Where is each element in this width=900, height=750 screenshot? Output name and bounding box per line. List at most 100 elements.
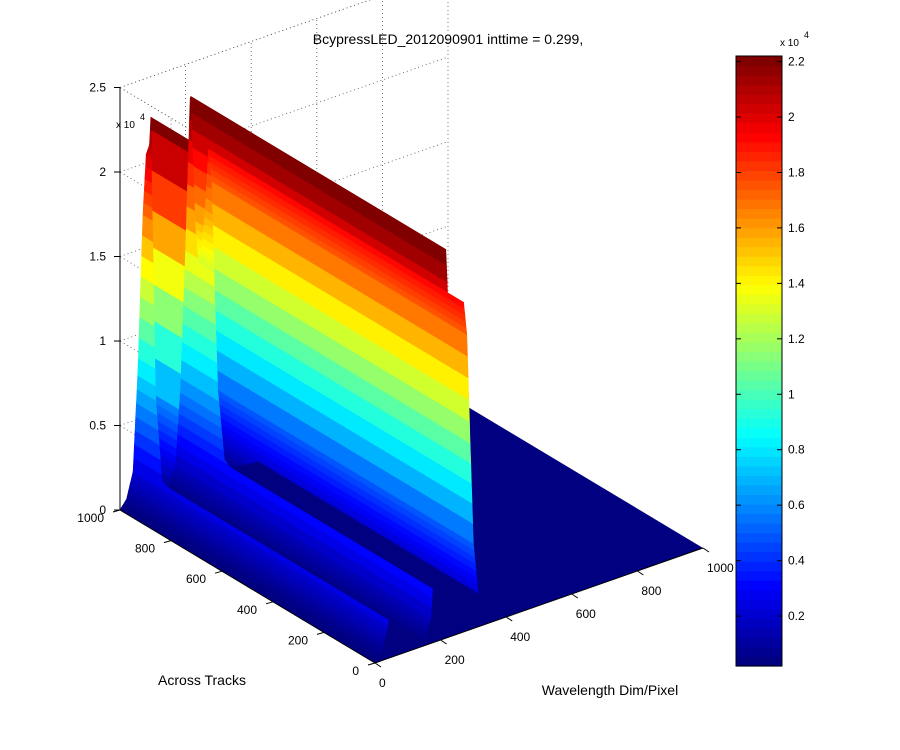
colorbar-segment — [736, 503, 782, 515]
colorbar-segment — [736, 294, 782, 305]
x-tick-label: 0 — [379, 676, 386, 690]
y-tick-mark — [367, 662, 376, 666]
colorbar-segment — [736, 237, 782, 248]
z-tick-label: 0 — [99, 503, 106, 517]
y-tick-label: 600 — [186, 572, 206, 586]
axes-front-lines — [119, 87, 704, 664]
colorbar-segment — [736, 656, 782, 667]
z-tick-label: 2.5 — [89, 81, 106, 95]
colorbar-segment — [736, 198, 782, 210]
z-exponent-base: x 10 — [116, 120, 135, 131]
colorbar-segment — [736, 427, 782, 438]
y-tick-mark — [316, 631, 325, 635]
colorbar-segment — [736, 608, 782, 619]
chart-title: BcypressLED_2012090901 inttime = 0.299, — [313, 31, 583, 47]
colorbar-segment — [736, 265, 782, 276]
colorbar-segment — [736, 75, 782, 86]
colorbar-segment — [736, 465, 782, 476]
colorbar-tick-label: 0.8 — [788, 443, 805, 457]
colorbar-segment — [736, 256, 782, 267]
colorbar-segment — [736, 408, 782, 419]
colorbar-segment — [736, 456, 782, 467]
colorbar-segment — [736, 589, 782, 600]
colorbar-segment — [736, 437, 782, 448]
colorbar-segment — [736, 246, 782, 257]
x-tick-label: 400 — [510, 630, 530, 644]
y-tick-label: 1000 — [77, 511, 104, 525]
colorbar-tick-label: 0.2 — [788, 609, 805, 623]
colorbar-segment — [736, 170, 782, 181]
colorbar-segment — [736, 484, 782, 496]
colorbar-segment — [736, 275, 782, 286]
axis-ticks: 020040060080010000200400600800100000.511… — [77, 81, 734, 691]
x-tick-label: 1000 — [707, 561, 734, 575]
colorbar-tick-label: 2 — [788, 110, 795, 124]
z-tick-label: 1 — [99, 334, 106, 348]
x-tick-mark — [702, 547, 710, 553]
colorbar-segment — [736, 637, 782, 648]
colorbar-segment — [736, 380, 782, 391]
colorbar-segment — [736, 208, 782, 219]
x-tick-label: 800 — [641, 584, 661, 598]
x-tick-mark — [505, 616, 513, 622]
colorbar-segment — [736, 361, 782, 372]
y-axis-label: Across Tracks — [158, 672, 246, 688]
colorbar-exponent-base: x 10 — [780, 38, 799, 49]
y-tick-mark — [163, 540, 172, 544]
colorbar-tick-label: 0.4 — [788, 554, 805, 568]
colorbar-segment — [736, 189, 782, 200]
colorbar-segment — [736, 122, 782, 133]
colorbar-segment — [736, 599, 782, 610]
colorbar-segment — [736, 351, 782, 362]
x-tick-mark — [571, 593, 579, 599]
colorbar-segment — [736, 227, 782, 238]
colorbar-segment — [736, 151, 782, 162]
colorbar-segment — [736, 580, 782, 591]
colorbar-segment — [736, 561, 782, 572]
x-tick-mark — [637, 570, 644, 576]
x-axis-label: Wavelength Dim/Pixel — [542, 682, 678, 698]
y-tick-mark — [265, 601, 274, 605]
colorbar-segment — [736, 446, 782, 457]
z-tick-label: 0.5 — [89, 419, 106, 433]
colorbar-tick-label: 0.6 — [788, 498, 805, 512]
colorbar-segment — [736, 284, 782, 295]
colorbar-segment — [736, 103, 782, 114]
y-tick-label: 200 — [288, 633, 308, 647]
x-tick-mark — [440, 639, 447, 645]
colorbar-segment — [736, 542, 782, 553]
colorbar-segment — [736, 551, 782, 562]
colorbar-segment — [736, 475, 782, 486]
colorbar-segment — [736, 84, 782, 95]
colorbar-segment — [736, 646, 782, 658]
surface-plot — [119, 95, 703, 664]
colorbar-segment — [736, 341, 782, 353]
colorbar-tick-label: 1.6 — [788, 221, 805, 235]
colorbar-segment — [736, 141, 782, 152]
colorbar-tick-label: 2.2 — [788, 55, 805, 69]
x-tick-label: 200 — [445, 653, 465, 667]
x-tick-mark — [374, 662, 382, 668]
colorbar-segment — [736, 513, 782, 524]
colorbar-segment — [736, 160, 782, 171]
colorbar-segment — [736, 627, 782, 639]
colorbar: 0.2 0.4 0.6 0.8 1 1.2 1.4 1.6 1.8 2 2.2 — [735, 55, 805, 667]
colorbar-segment — [736, 179, 782, 191]
colorbar-segment — [736, 418, 782, 429]
y-tick-label: 400 — [237, 603, 257, 617]
z-tick-label: 2 — [99, 165, 106, 179]
colorbar-tick-label: 1 — [788, 387, 795, 401]
colorbar-segment — [736, 113, 782, 124]
z-tick-label: 1.5 — [89, 250, 106, 264]
colorbar-segment — [736, 370, 782, 381]
y-tick-label: 800 — [135, 542, 155, 556]
colorbar-segment — [736, 218, 782, 229]
colorbar-segment — [736, 389, 782, 400]
y-tick-label: 0 — [352, 664, 359, 678]
y-axis-line — [119, 509, 376, 664]
colorbar-segment — [736, 56, 782, 67]
colorbar-tick-label: 1.8 — [788, 165, 805, 179]
colorbar-segment — [736, 132, 782, 143]
colorbar-exponent: x 10 4 — [780, 30, 809, 49]
